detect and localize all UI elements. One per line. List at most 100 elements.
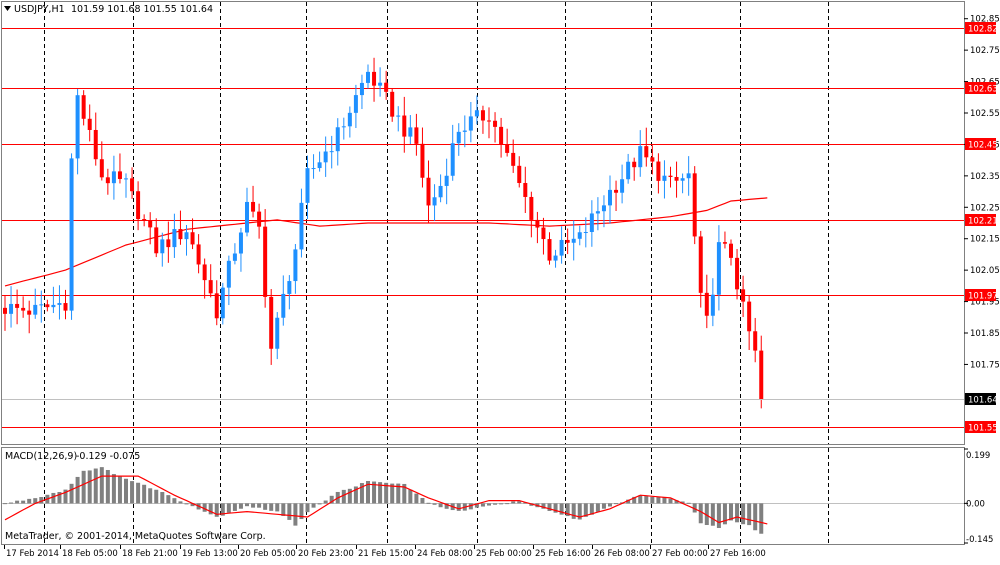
- candle-body: [722, 242, 727, 244]
- macd-bar: [747, 503, 752, 526]
- candle-body: [704, 292, 709, 316]
- candle-body: [15, 303, 20, 308]
- macd-bar: [27, 498, 32, 504]
- macd-tick-label: 0.00: [966, 499, 985, 509]
- macd-bar: [722, 503, 727, 525]
- price-tick-label: 102.75: [970, 46, 1000, 56]
- macd-bar: [263, 503, 268, 510]
- macd-bar: [626, 499, 631, 504]
- macd-bar: [111, 474, 116, 504]
- macd-bar: [753, 503, 758, 531]
- candle-body: [287, 281, 292, 294]
- macd-bar: [105, 469, 110, 504]
- macd-bar: [317, 503, 322, 505]
- macd-bar: [93, 468, 98, 504]
- macd-bar: [511, 501, 516, 504]
- candle-body: [408, 127, 413, 137]
- macd-bar: [686, 502, 691, 504]
- candle-body: [378, 82, 383, 86]
- macd-bar: [69, 483, 74, 504]
- candle-body: [63, 303, 68, 311]
- candle-body: [450, 143, 455, 176]
- candle-body: [33, 304, 38, 315]
- candle-body: [148, 220, 153, 228]
- candle-body: [366, 71, 370, 83]
- time-tick-label: 24 Feb 08:00: [417, 549, 473, 559]
- candle-body: [747, 301, 752, 332]
- macd-values: -0.129 -0.075: [76, 451, 140, 462]
- macd-bar: [214, 503, 219, 517]
- candle-body: [583, 231, 588, 233]
- candle-body: [111, 171, 116, 184]
- macd-header: MACD(12,26,9) -0.129 -0.075: [5, 451, 140, 462]
- candle-body: [299, 202, 304, 250]
- candle-body: [480, 110, 485, 121]
- candle-body: [75, 95, 80, 159]
- horizontal-levels[interactable]: [2, 28, 964, 428]
- macd-bar: [547, 503, 552, 511]
- candle-body: [208, 280, 213, 294]
- candle-body: [347, 112, 352, 127]
- macd-bar: [480, 503, 485, 507]
- candle-body: [462, 130, 467, 132]
- candle-body: [638, 146, 643, 168]
- macd-bar: [523, 502, 528, 504]
- macd-signal-line: [4, 475, 768, 525]
- macd-bar: [21, 500, 26, 504]
- candle-body: [444, 175, 449, 186]
- macd-bar: [487, 503, 491, 506]
- candle-body: [656, 161, 661, 181]
- triangle-down-icon[interactable]: [4, 6, 11, 11]
- macd-bar: [402, 483, 407, 504]
- macd-tick-label: 0.199: [966, 451, 990, 461]
- macd-bar: [432, 503, 437, 505]
- moving-average-line: [4, 197, 768, 287]
- macd-bar: [359, 483, 364, 504]
- time-tick-label: 20 Feb 05:00: [240, 549, 296, 559]
- candle-body: [390, 91, 395, 117]
- time-axis[interactable]: 17 Feb 2014 18 Feb 05:00 18 Feb 21:00 19 Fe…: [4, 545, 766, 559]
- candle-body: [468, 116, 473, 131]
- candle-body: [692, 173, 697, 237]
- candle-body: [716, 242, 721, 295]
- price-axis[interactable]: 102.85102.75102.65102.55102.45102.35102.…: [964, 15, 1000, 434]
- candle-body: [293, 249, 298, 282]
- macd-bar: [408, 489, 413, 504]
- macd-bar: [505, 503, 510, 505]
- candle-body: [644, 146, 649, 158]
- candle-body: [626, 161, 631, 180]
- price-tick-label: 102.35: [970, 172, 1000, 182]
- current-price-tag-label: 101.64: [968, 396, 998, 406]
- copyright-text: MetaTrader, © 2001-2014, MetaQuotes Soft…: [5, 531, 266, 542]
- candle-body: [547, 239, 552, 261]
- candle-body: [281, 293, 286, 318]
- candle-body: [589, 213, 594, 232]
- macd-axis[interactable]: 0.199 0.00 -0.145: [964, 448, 993, 545]
- macd-bar: [698, 503, 703, 524]
- candle-body: [741, 289, 746, 302]
- macd-bar: [716, 503, 721, 529]
- macd-bar: [130, 481, 135, 504]
- macd-bar: [378, 482, 383, 504]
- macd-bar: [571, 503, 576, 519]
- vertical-gridlines: [44, 2, 829, 544]
- candle-body: [305, 168, 310, 203]
- candle-body: [487, 120, 491, 122]
- macd-bar: [541, 503, 546, 509]
- macd-bar: [136, 482, 141, 504]
- macd-bar: [305, 503, 310, 513]
- candle-body: [438, 185, 443, 198]
- candle-body: [396, 115, 401, 117]
- symbol-header[interactable]: USDJPY,H1 101.59 101.68 101.55 101.64: [4, 4, 213, 15]
- macd-bar: [208, 503, 213, 515]
- candle-body: [426, 177, 431, 206]
- macd-bar: [499, 503, 504, 505]
- candle-body: [3, 307, 7, 314]
- time-tick-label: 25 Feb 16:00: [535, 549, 591, 559]
- macd-bar: [366, 480, 370, 504]
- candle-body: [317, 162, 322, 169]
- candlesticks: [3, 57, 764, 409]
- macd-bar: [493, 503, 498, 505]
